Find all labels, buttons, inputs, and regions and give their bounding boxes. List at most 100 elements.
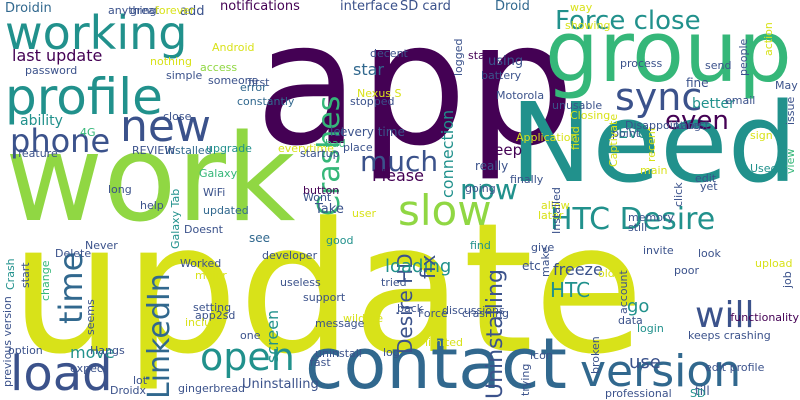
- word-long: long: [108, 183, 132, 196]
- word-login: login: [637, 322, 664, 335]
- word-previous-version: previous version: [1, 295, 14, 387]
- word-uninstalling: Uninstalling: [483, 269, 508, 399]
- word-old: old: [598, 267, 615, 280]
- word-never: Never: [85, 239, 118, 252]
- word-disappointing: Disappointing: [625, 119, 702, 132]
- word-process: process: [620, 57, 663, 70]
- word-invite: invite: [643, 244, 674, 257]
- word-gingerbread: gingerbread: [178, 382, 246, 395]
- word-time: time: [52, 252, 90, 325]
- word-contact: contact: [305, 323, 567, 400]
- word-worked: Worked: [180, 257, 222, 270]
- word-sd: SD: [690, 387, 706, 400]
- word-application: Application: [516, 131, 578, 144]
- word-force-close: Force close: [555, 6, 701, 36]
- word-place: place: [343, 141, 373, 154]
- word-send: send: [705, 59, 732, 72]
- word-motorola: Motorola: [496, 89, 545, 102]
- word-later: later: [538, 209, 564, 222]
- word-give: give: [531, 241, 555, 254]
- word-delete: Delete: [55, 247, 92, 260]
- word-group: group: [545, 3, 792, 102]
- word-look: look: [698, 247, 721, 260]
- word-version: version: [580, 346, 742, 397]
- word-tried: tried: [381, 276, 407, 289]
- word-fine: fine: [686, 76, 709, 90]
- word-app: app: [255, 0, 575, 184]
- word-open: open: [200, 335, 295, 379]
- word-evo: Evo: [618, 123, 648, 142]
- word-functionality: functionality: [730, 311, 799, 324]
- word-hangs: Hangs: [90, 344, 125, 357]
- word-expect: expect: [70, 362, 108, 375]
- word-keeps-crashing: keeps crashing: [688, 329, 771, 342]
- word-star: star: [353, 60, 384, 79]
- word-click: click: [672, 182, 685, 208]
- word-please: Please: [372, 166, 424, 185]
- word-start: start: [19, 262, 32, 289]
- word-update: update: [10, 185, 645, 394]
- word-force: Force: [418, 307, 448, 320]
- word-seems: seems: [84, 299, 97, 336]
- word-htc-desire: HTC Desire: [550, 202, 716, 237]
- word-htc: HTC: [550, 278, 591, 302]
- word-even: even: [665, 106, 729, 136]
- word-find: find: [470, 239, 491, 252]
- word-icon: icon: [530, 349, 553, 362]
- word-startup: startup: [300, 147, 340, 160]
- word-phone: phone: [10, 122, 111, 160]
- word-make: make: [539, 246, 552, 278]
- word-wont: Wont: [303, 191, 332, 204]
- word-recent: recent: [645, 127, 658, 163]
- word-issue: issue: [784, 96, 797, 126]
- word-go: go: [627, 296, 650, 317]
- word-help: help: [140, 199, 164, 212]
- word-galaxy: Galaxy: [199, 167, 238, 180]
- word-doesnt: Doesnt: [184, 223, 223, 236]
- word-app2sd: app2sd: [195, 309, 236, 322]
- word-constantly: constantly: [237, 95, 295, 108]
- word-email: email: [725, 94, 756, 107]
- word-setting: setting: [193, 301, 232, 314]
- word-installed: installed: [165, 144, 212, 157]
- word-droid: Droid: [495, 0, 530, 14]
- word-really: really: [475, 159, 509, 173]
- word-discussions: discussions: [442, 304, 505, 317]
- word-installed: Installed: [550, 187, 563, 235]
- word-someone: someone: [208, 74, 259, 87]
- word-notifications: notifications: [220, 0, 300, 14]
- word-review: REVIEW: [132, 144, 176, 157]
- word-droidin: Droidin: [5, 1, 52, 16]
- word-allow: allow: [541, 199, 570, 212]
- word-showing: showing: [565, 19, 611, 32]
- word-will: will: [695, 295, 755, 336]
- word-forever: forever: [155, 4, 195, 17]
- word-linkedin: LinkedIn: [142, 273, 177, 399]
- word-see: see: [249, 231, 271, 245]
- word-sync: sync: [615, 75, 703, 119]
- word-edit: edit: [695, 172, 717, 185]
- word-anything: anything: [108, 4, 157, 17]
- word-interface: interface: [340, 0, 398, 14]
- word-move: move: [70, 343, 115, 362]
- word-data: data: [618, 314, 643, 327]
- word-access: access: [200, 61, 238, 74]
- word-take: Take: [315, 202, 344, 217]
- word-great: great: [130, 4, 160, 17]
- word-droidx: Droidx: [110, 384, 147, 397]
- word-slow: slow: [398, 186, 492, 235]
- word-ability: ability: [20, 113, 63, 129]
- word-button: button: [303, 184, 340, 197]
- word-updated: updated: [203, 204, 249, 217]
- word-people: people: [737, 39, 750, 77]
- word-working: working: [5, 6, 188, 60]
- word-closing: Closing: [570, 109, 611, 122]
- word-nexus-s: Nexus S: [357, 87, 402, 100]
- word-using: using: [488, 54, 524, 69]
- word-account: account: [617, 270, 630, 315]
- word-last-update: last update: [12, 46, 103, 65]
- word-user: user: [352, 207, 376, 220]
- word-logged: logged: [452, 38, 465, 77]
- word-view: view: [784, 148, 797, 175]
- word-much: much: [360, 145, 439, 178]
